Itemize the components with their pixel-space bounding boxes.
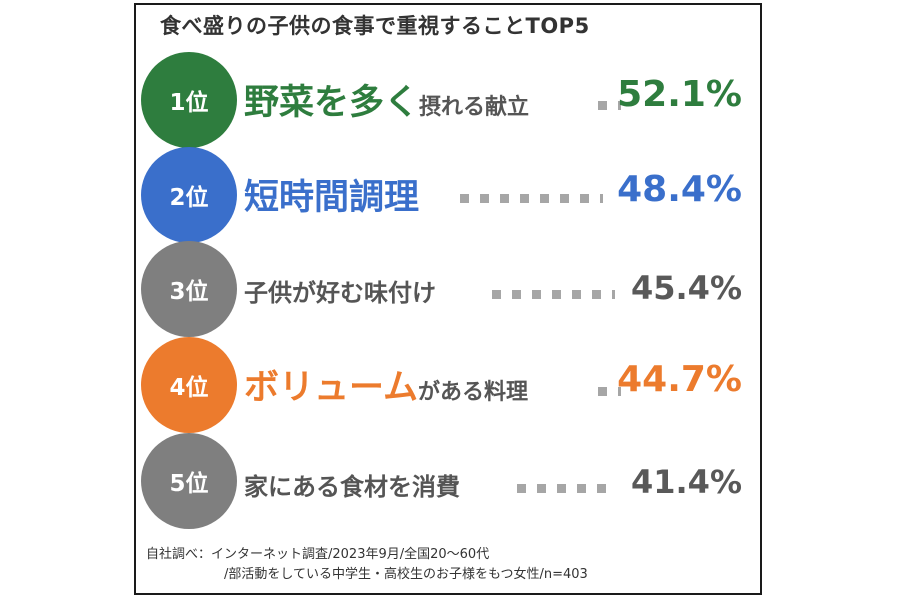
rank-label-main-4: ボリューム [244,368,418,408]
leader-dot [557,484,566,493]
leader-dots-4 [598,381,621,400]
rank-label-sub-4: がある料理 [417,380,528,405]
leader-dot [537,484,546,493]
leader-dot [500,194,509,203]
rank-row-4: 4位 ボリュームがある料理 44.7% [0,337,900,433]
rank-row-2: 2位 短時間調理 48.4% [0,147,900,243]
leader-dot [460,194,469,203]
rank-label-4: ボリュームがある料理 [244,359,528,410]
leader-dot [560,194,569,203]
leader-dots-1 [598,95,621,114]
leader-dot [572,290,581,299]
rank-label-2: 短時間調理 [244,169,419,220]
rank-row-3: 3位 子供が好む味付け 45.4% [0,241,900,337]
source-note-line-1: 自社調べ：インターネット調査/2023年9月/全国20～60代 [146,547,490,562]
chart-title: 食べ盛りの子供の食事で重視することTOP5 [160,14,590,38]
rank-badge-4: 4位 [141,337,237,433]
rank-badge-5: 5位 [141,433,237,529]
rank-label-sub-1: 摂れる献立 [419,95,530,120]
leader-dot [598,387,607,396]
rank-badge-1: 1位 [141,52,237,148]
leader-tick [600,194,603,203]
rank-label-5: 家にある食材を消費 [244,467,460,502]
leader-dot [597,484,606,493]
leader-dots-3 [492,284,615,303]
leader-dot [598,101,607,110]
leader-dot [577,484,586,493]
leader-dot [540,194,549,203]
leader-tick [618,387,621,396]
rank-value-2: 48.4% [617,169,742,210]
leader-dot [480,194,489,203]
leader-dot [512,290,521,299]
leader-dot [552,290,561,299]
rank-value-5: 41.4% [630,463,742,501]
leader-dot [520,194,529,203]
leader-dot [580,194,589,203]
rank-label-main-1: 野菜を多く [244,83,420,123]
leader-dot [532,290,541,299]
rank-badge-3: 3位 [141,241,237,337]
rank-row-5: 5位 家にある食材を消費 41.4% [0,433,900,529]
leader-dots-5 [517,478,617,497]
rank-label-3: 子供が好む味付け [244,273,436,308]
rank-value-1: 52.1% [617,74,742,115]
infographic-frame [134,3,762,595]
rank-badge-2: 2位 [141,147,237,243]
rank-value-3: 45.4% [630,269,742,307]
leader-dot [517,484,526,493]
leader-dot [592,290,601,299]
leader-dot [492,290,501,299]
rank-row-1: 1位 野菜を多く摂れる献立 52.1% [0,52,900,148]
rank-label-main-2: 短時間調理 [244,178,420,218]
rank-label-sub-5: 家にある食材を消費 [244,473,460,501]
rank-value-4: 44.7% [617,359,742,400]
source-note-line-2: /部活動をしている中学生・高校生のお子様をもつ女性/n=403 [224,567,588,582]
leader-tick [612,290,615,299]
rank-label-1: 野菜を多く摂れる献立 [244,74,529,125]
leader-tick [618,101,621,110]
rank-label-sub-3: 子供が好む味付け [244,279,436,307]
leader-dots-2 [460,188,603,207]
